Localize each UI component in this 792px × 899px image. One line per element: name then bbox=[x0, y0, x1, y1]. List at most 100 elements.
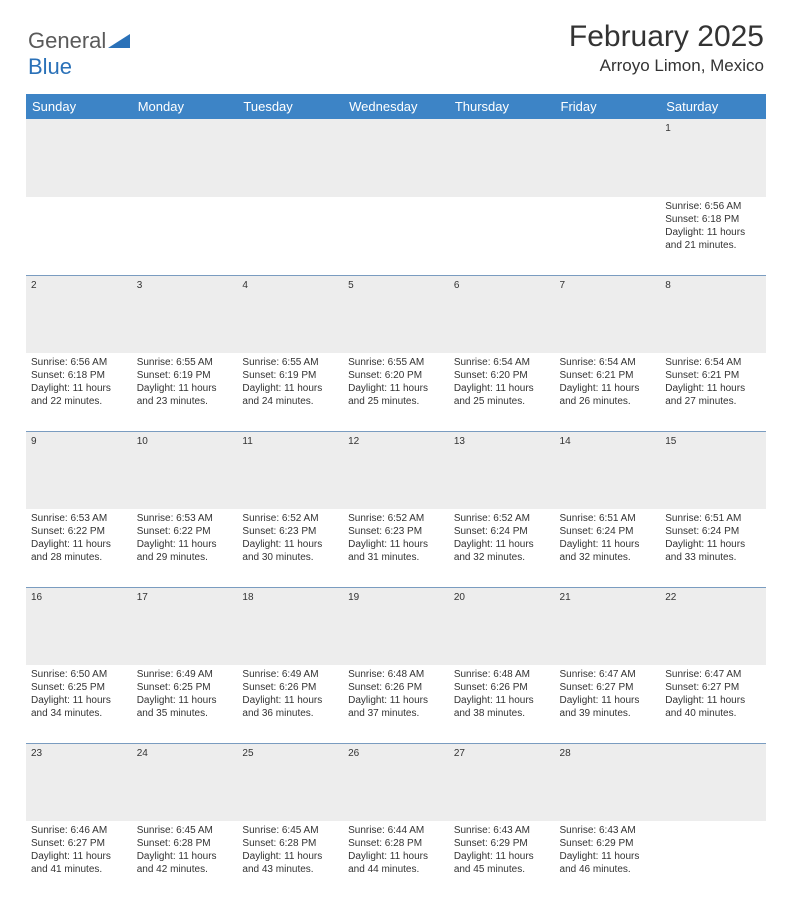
daylight-text: Daylight: 11 hours and 26 minutes. bbox=[560, 382, 656, 408]
sunset-text: Sunset: 6:22 PM bbox=[137, 525, 233, 538]
sunrise-text: Sunrise: 6:54 AM bbox=[454, 356, 550, 369]
day-number-cell: 19 bbox=[343, 587, 449, 665]
location: Arroyo Limon, Mexico bbox=[569, 56, 764, 76]
day-content-cell: Sunrise: 6:54 AMSunset: 6:20 PMDaylight:… bbox=[449, 353, 555, 431]
daynum-row: 16171819202122 bbox=[26, 587, 766, 665]
day-number-cell: 17 bbox=[132, 587, 238, 665]
sunrise-text: Sunrise: 6:47 AM bbox=[560, 668, 656, 681]
sunrise-text: Sunrise: 6:44 AM bbox=[348, 824, 444, 837]
day-content-cell: Sunrise: 6:55 AMSunset: 6:19 PMDaylight:… bbox=[132, 353, 238, 431]
sunrise-text: Sunrise: 6:51 AM bbox=[560, 512, 656, 525]
day-number-cell bbox=[660, 743, 766, 821]
sunset-text: Sunset: 6:18 PM bbox=[31, 369, 127, 382]
day-content-cell: Sunrise: 6:47 AMSunset: 6:27 PMDaylight:… bbox=[660, 665, 766, 743]
logo-blue: Blue bbox=[28, 54, 72, 79]
day-content-cell: Sunrise: 6:50 AMSunset: 6:25 PMDaylight:… bbox=[26, 665, 132, 743]
weekday-header: Monday bbox=[132, 94, 238, 119]
day-number-cell: 22 bbox=[660, 587, 766, 665]
sunrise-text: Sunrise: 6:50 AM bbox=[31, 668, 127, 681]
day-number-cell: 13 bbox=[449, 431, 555, 509]
calendar-table: Sunday Monday Tuesday Wednesday Thursday… bbox=[26, 94, 766, 899]
daylight-text: Daylight: 11 hours and 39 minutes. bbox=[560, 694, 656, 720]
day-content-cell: Sunrise: 6:43 AMSunset: 6:29 PMDaylight:… bbox=[555, 821, 661, 899]
sunset-text: Sunset: 6:18 PM bbox=[665, 213, 761, 226]
weekday-header: Tuesday bbox=[237, 94, 343, 119]
sunrise-text: Sunrise: 6:54 AM bbox=[665, 356, 761, 369]
sunrise-text: Sunrise: 6:49 AM bbox=[137, 668, 233, 681]
sunset-text: Sunset: 6:28 PM bbox=[137, 837, 233, 850]
day-number-cell: 12 bbox=[343, 431, 449, 509]
daylight-text: Daylight: 11 hours and 35 minutes. bbox=[137, 694, 233, 720]
logo-general: General bbox=[28, 28, 106, 53]
day-number-cell bbox=[555, 119, 661, 197]
day-content-cell: Sunrise: 6:49 AMSunset: 6:25 PMDaylight:… bbox=[132, 665, 238, 743]
day-content-cell bbox=[449, 197, 555, 275]
sunset-text: Sunset: 6:25 PM bbox=[31, 681, 127, 694]
sunset-text: Sunset: 6:26 PM bbox=[242, 681, 338, 694]
day-number-cell bbox=[132, 119, 238, 197]
day-content-cell: Sunrise: 6:48 AMSunset: 6:26 PMDaylight:… bbox=[343, 665, 449, 743]
daylight-text: Daylight: 11 hours and 34 minutes. bbox=[31, 694, 127, 720]
daylight-text: Daylight: 11 hours and 33 minutes. bbox=[665, 538, 761, 564]
day-content-cell bbox=[26, 197, 132, 275]
sunrise-text: Sunrise: 6:54 AM bbox=[560, 356, 656, 369]
daylight-text: Daylight: 11 hours and 45 minutes. bbox=[454, 850, 550, 876]
daylight-text: Daylight: 11 hours and 31 minutes. bbox=[348, 538, 444, 564]
sunset-text: Sunset: 6:27 PM bbox=[665, 681, 761, 694]
day-number-cell: 2 bbox=[26, 275, 132, 353]
day-content-cell: Sunrise: 6:51 AMSunset: 6:24 PMDaylight:… bbox=[660, 509, 766, 587]
daylight-text: Daylight: 11 hours and 42 minutes. bbox=[137, 850, 233, 876]
sunset-text: Sunset: 6:23 PM bbox=[348, 525, 444, 538]
sunset-text: Sunset: 6:25 PM bbox=[137, 681, 233, 694]
day-number-cell: 21 bbox=[555, 587, 661, 665]
sunrise-text: Sunrise: 6:52 AM bbox=[348, 512, 444, 525]
day-number-cell: 20 bbox=[449, 587, 555, 665]
day-content-cell bbox=[660, 821, 766, 899]
daylight-text: Daylight: 11 hours and 46 minutes. bbox=[560, 850, 656, 876]
sunrise-text: Sunrise: 6:55 AM bbox=[348, 356, 444, 369]
day-number-cell: 6 bbox=[449, 275, 555, 353]
daylight-text: Daylight: 11 hours and 40 minutes. bbox=[665, 694, 761, 720]
daylight-text: Daylight: 11 hours and 29 minutes. bbox=[137, 538, 233, 564]
day-content-cell bbox=[237, 197, 343, 275]
weekday-header: Friday bbox=[555, 94, 661, 119]
sunrise-text: Sunrise: 6:47 AM bbox=[665, 668, 761, 681]
day-number-cell: 27 bbox=[449, 743, 555, 821]
day-number-cell: 26 bbox=[343, 743, 449, 821]
daylight-text: Daylight: 11 hours and 27 minutes. bbox=[665, 382, 761, 408]
title-block: February 2025 Arroyo Limon, Mexico bbox=[569, 20, 764, 76]
day-number-cell: 10 bbox=[132, 431, 238, 509]
sunrise-text: Sunrise: 6:49 AM bbox=[242, 668, 338, 681]
day-content-cell: Sunrise: 6:56 AMSunset: 6:18 PMDaylight:… bbox=[26, 353, 132, 431]
sunrise-text: Sunrise: 6:45 AM bbox=[137, 824, 233, 837]
sunrise-text: Sunrise: 6:45 AM bbox=[242, 824, 338, 837]
sunset-text: Sunset: 6:29 PM bbox=[454, 837, 550, 850]
day-content-cell: Sunrise: 6:52 AMSunset: 6:24 PMDaylight:… bbox=[449, 509, 555, 587]
sunrise-text: Sunrise: 6:53 AM bbox=[31, 512, 127, 525]
day-number-cell: 11 bbox=[237, 431, 343, 509]
day-number-cell: 28 bbox=[555, 743, 661, 821]
week-row: Sunrise: 6:50 AMSunset: 6:25 PMDaylight:… bbox=[26, 665, 766, 743]
weekday-header: Thursday bbox=[449, 94, 555, 119]
day-content-cell: Sunrise: 6:53 AMSunset: 6:22 PMDaylight:… bbox=[26, 509, 132, 587]
day-number-cell: 7 bbox=[555, 275, 661, 353]
logo-text: General Blue bbox=[28, 28, 130, 80]
sunset-text: Sunset: 6:26 PM bbox=[348, 681, 444, 694]
sunrise-text: Sunrise: 6:52 AM bbox=[454, 512, 550, 525]
day-content-cell: Sunrise: 6:43 AMSunset: 6:29 PMDaylight:… bbox=[449, 821, 555, 899]
day-content-cell: Sunrise: 6:49 AMSunset: 6:26 PMDaylight:… bbox=[237, 665, 343, 743]
calendar-body: 1 Sunrise: 6:56 AMSunset: 6:18 PMDayligh… bbox=[26, 119, 766, 899]
daylight-text: Daylight: 11 hours and 32 minutes. bbox=[560, 538, 656, 564]
day-number-cell bbox=[237, 119, 343, 197]
weekday-header: Wednesday bbox=[343, 94, 449, 119]
daylight-text: Daylight: 11 hours and 30 minutes. bbox=[242, 538, 338, 564]
daylight-text: Daylight: 11 hours and 44 minutes. bbox=[348, 850, 444, 876]
sunrise-text: Sunrise: 6:51 AM bbox=[665, 512, 761, 525]
day-content-cell bbox=[132, 197, 238, 275]
day-content-cell: Sunrise: 6:48 AMSunset: 6:26 PMDaylight:… bbox=[449, 665, 555, 743]
day-number-cell: 24 bbox=[132, 743, 238, 821]
daylight-text: Daylight: 11 hours and 32 minutes. bbox=[454, 538, 550, 564]
week-row: Sunrise: 6:46 AMSunset: 6:27 PMDaylight:… bbox=[26, 821, 766, 899]
day-number-cell bbox=[26, 119, 132, 197]
day-number-cell: 9 bbox=[26, 431, 132, 509]
